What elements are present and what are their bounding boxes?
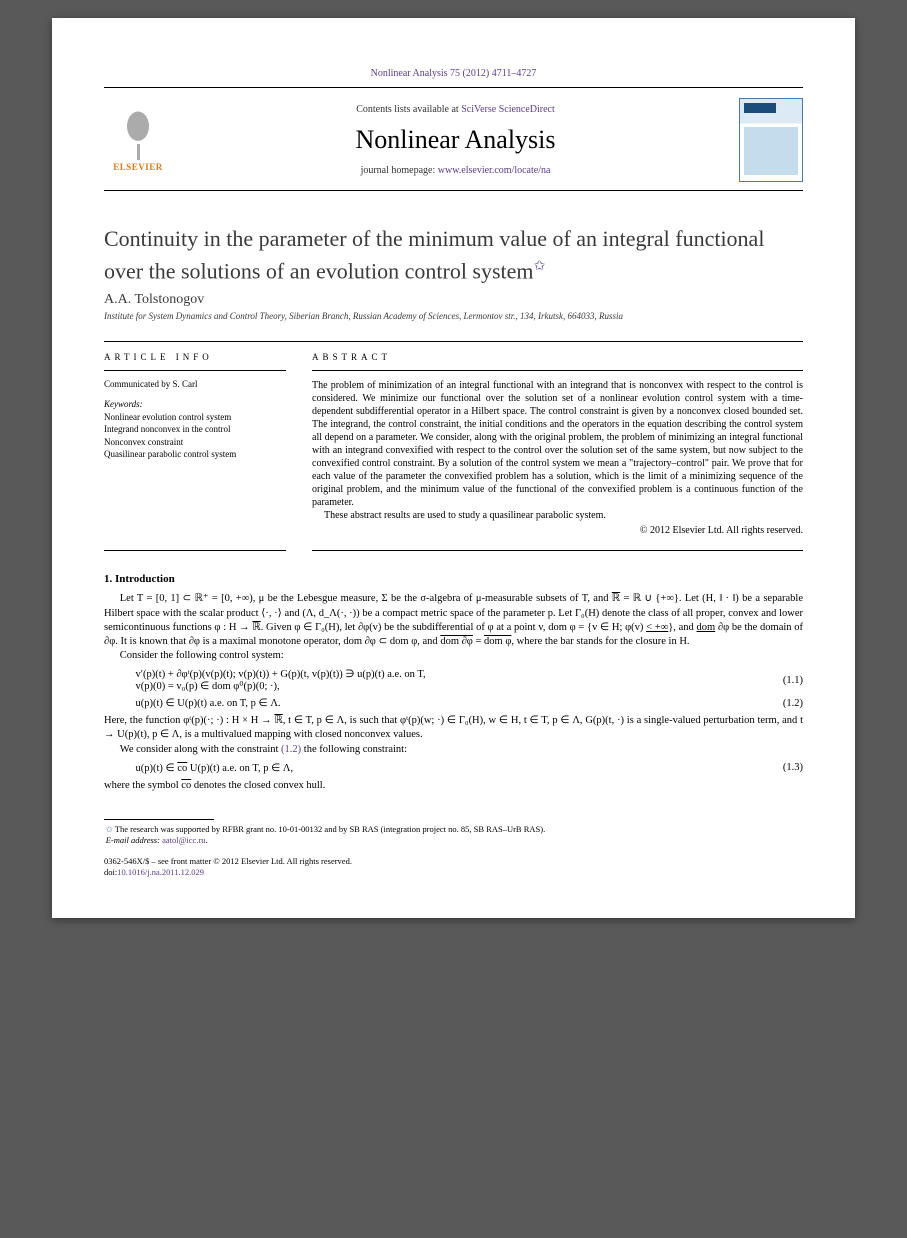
- affiliation: Institute for System Dynamics and Contro…: [104, 311, 803, 321]
- keyword: Integrand nonconvex in the control: [104, 423, 286, 435]
- journal-name: Nonlinear Analysis: [172, 125, 739, 155]
- sciencedirect-link[interactable]: SciVerse ScienceDirect: [461, 104, 555, 115]
- eq-number: (1.3): [763, 762, 803, 773]
- info-abstract-row: ARTICLE INFO Communicated by S. Carl Key…: [104, 341, 803, 551]
- masthead: ELSEVIER Contents lists available at Sci…: [104, 87, 803, 191]
- keyword: Quasilinear parabolic control system: [104, 448, 286, 460]
- contents-line: Contents lists available at SciVerse Sci…: [172, 104, 739, 115]
- communicated-by: Communicated by S. Carl: [104, 379, 286, 389]
- intro-p5: where the symbol co denotes the closed c…: [104, 779, 803, 793]
- homepage-link[interactable]: www.elsevier.com/locate/na: [438, 165, 551, 176]
- equation-1-3: u(p)(t) ∈ co U(p)(t) a.e. on T, p ∈ Λ, (…: [136, 762, 804, 774]
- abstract-text: The problem of minimization of an integr…: [312, 379, 803, 522]
- keyword: Nonconvex constraint: [104, 436, 286, 448]
- footnote-email: E-mail address: aatol@icc.ru.: [113, 835, 804, 846]
- keywords-head: Keywords:: [104, 399, 286, 409]
- intro-body: Let T = [0, 1] ⊂ ℝ⁺ = [0, +∞), μ be the …: [104, 592, 803, 663]
- eq-number: (1.2): [763, 698, 803, 709]
- page: Nonlinear Analysis 75 (2012) 4711–4727 E…: [52, 18, 855, 918]
- elsevier-tree-icon: [117, 108, 159, 160]
- page-footer: 0362-546X/$ – see front matter © 2012 El…: [104, 856, 803, 878]
- copyright-line: © 2012 Elsevier Ltd. All rights reserved…: [312, 525, 803, 536]
- eq-body: u(p)(t) ∈ co U(p)(t) a.e. on T, p ∈ Λ,: [136, 762, 294, 774]
- intro-p1: Let T = [0, 1] ⊂ ℝ⁺ = [0, +∞), μ be the …: [104, 592, 803, 649]
- eq-number: (1.1): [763, 675, 803, 686]
- equation-1-1: v′(p)(t) + ∂φᵗ(p)(v(p)(t); v(p)(t)) + G(…: [136, 668, 804, 692]
- eq-body: v′(p)(t) + ∂φᵗ(p)(v(p)(t); v(p)(t)) + G(…: [136, 668, 426, 692]
- contents-prefix: Contents lists available at: [356, 104, 461, 115]
- abstract-column: ABSTRACT The problem of minimization of …: [312, 342, 803, 551]
- footnote-marker-icon: ✩: [106, 824, 113, 834]
- intro-p3: Here, the function φᵗ(p)(·; ·) : H × H →…: [104, 714, 803, 742]
- equation-1-2: u(p)(t) ∈ U(p)(t) a.e. on T, p ∈ Λ. (1.2…: [136, 697, 804, 709]
- abstract-head: ABSTRACT: [312, 352, 803, 371]
- author-name: A.A. Tolstonogov: [104, 292, 803, 308]
- title-footnote-marker[interactable]: ✩: [534, 259, 546, 274]
- ref-link-1-2[interactable]: (1.2): [281, 744, 301, 755]
- section-heading: 1. Introduction: [104, 573, 803, 585]
- doi-link[interactable]: 10.1016/j.na.2011.12.029: [117, 867, 204, 877]
- intro-p5-block: where the symbol co denotes the closed c…: [104, 779, 803, 793]
- journal-cover-thumbnail[interactable]: [739, 98, 803, 182]
- intro-p3-block: Here, the function φᵗ(p)(·; ·) : H × H →…: [104, 714, 803, 757]
- citation-header: Nonlinear Analysis 75 (2012) 4711–4727: [104, 68, 803, 79]
- footnote-grant: ✩ The research was supported by RFBR gra…: [113, 824, 804, 835]
- email-link[interactable]: aatol@icc.ru: [162, 835, 205, 845]
- publisher-logo[interactable]: ELSEVIER: [104, 108, 172, 172]
- email-label: E-mail address:: [106, 835, 162, 845]
- homepage-prefix: journal homepage:: [361, 165, 438, 176]
- eq-body: u(p)(t) ∈ U(p)(t) a.e. on T, p ∈ Λ.: [136, 697, 281, 709]
- masthead-center: Contents lists available at SciVerse Sci…: [172, 104, 739, 176]
- keyword: Nonlinear evolution control system: [104, 411, 286, 423]
- article-info-column: ARTICLE INFO Communicated by S. Carl Key…: [104, 342, 286, 551]
- intro-p4: We consider along with the constraint (1…: [104, 743, 803, 757]
- article-info-head: ARTICLE INFO: [104, 352, 286, 371]
- intro-p2: Consider the following control system:: [104, 649, 803, 663]
- title-text: Continuity in the parameter of the minim…: [104, 226, 764, 283]
- abstract-p1: The problem of minimization of an integr…: [312, 379, 803, 509]
- article-title: Continuity in the parameter of the minim…: [104, 225, 803, 284]
- publisher-name: ELSEVIER: [104, 162, 172, 172]
- doi-line: doi:10.1016/j.na.2011.12.029: [104, 867, 803, 878]
- abstract-p2: These abstract results are used to study…: [312, 509, 803, 522]
- front-matter-line: 0362-546X/$ – see front matter © 2012 El…: [104, 856, 803, 867]
- footnote-rule: [104, 819, 214, 820]
- homepage-line: journal homepage: www.elsevier.com/locat…: [172, 165, 739, 176]
